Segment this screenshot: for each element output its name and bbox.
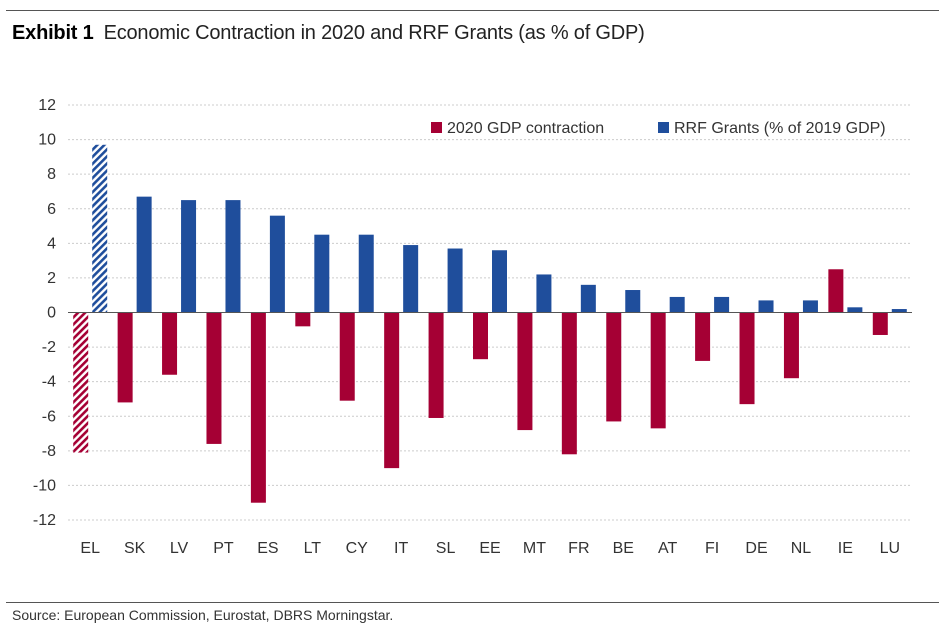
- x-tick-label-at: AT: [658, 540, 677, 557]
- x-tick-label-sl: SL: [436, 540, 456, 557]
- bar-contraction-sl: [428, 312, 444, 418]
- bar-contraction-lu: [872, 312, 888, 335]
- y-tick-label: -12: [33, 512, 56, 529]
- x-tick-label-be: BE: [613, 540, 634, 557]
- x-axis-ticks: EL SK LV PT ES LT CY IT SL EE MT FR BE AT FI DE NL IE LU: [80, 540, 900, 557]
- bar-contraction-nl: [783, 312, 799, 379]
- x-tick-label-el: EL: [80, 540, 100, 557]
- bar-contraction-it: [384, 312, 400, 469]
- bar-contraction-ie: [828, 269, 844, 313]
- y-tick-label: -4: [42, 374, 56, 391]
- x-tick-label-fr: FR: [568, 540, 589, 557]
- bar-contraction-fr: [561, 312, 577, 455]
- y-tick-label: -6: [42, 408, 56, 425]
- bar-contraction-lv: [162, 312, 178, 375]
- bar-grants-lv: [181, 200, 197, 313]
- y-tick-label: -8: [42, 443, 56, 460]
- x-tick-label-lt: LT: [304, 540, 322, 557]
- bar-grants-pt: [225, 200, 241, 313]
- y-axis-ticks: 12 10 8 6 4 2 0 -2 -4 -6 -8 -10 -12: [33, 97, 56, 529]
- bar-grants-be: [625, 290, 641, 313]
- bar-grants-de: [758, 300, 774, 313]
- legend-label-grants: RRF Grants (% of 2019 GDP): [674, 120, 886, 137]
- bar-contraction-at: [650, 312, 666, 429]
- x-tick-label-sk: SK: [124, 540, 146, 557]
- x-tick-label-lu: LU: [880, 540, 900, 557]
- bar-grants-fr: [580, 284, 596, 313]
- bar-contraction-es: [250, 312, 266, 503]
- bar-contraction-fi: [695, 312, 711, 361]
- y-tick-label: -10: [33, 477, 56, 494]
- bar-contraction-be: [606, 312, 622, 422]
- bar-grants-es: [269, 215, 285, 313]
- bars: [68, 144, 912, 503]
- y-tick-label: 2: [47, 270, 56, 287]
- x-tick-label-ie: IE: [838, 540, 853, 557]
- y-tick-label: 12: [38, 97, 56, 114]
- bar-contraction-ee: [473, 312, 488, 360]
- x-tick-label-de: DE: [745, 540, 767, 557]
- bar-grants-nl: [802, 300, 818, 313]
- legend-label-contraction: 2020 GDP contraction: [447, 120, 604, 137]
- bar-grants-at: [669, 296, 685, 313]
- legend: 2020 GDP contraction RRF Grants (% of 20…: [431, 120, 886, 137]
- x-tick-label-fi: FI: [705, 540, 719, 557]
- bar-grants-sl: [447, 248, 463, 313]
- y-tick-label: 6: [47, 201, 56, 218]
- bar-grants-ie: [847, 307, 863, 313]
- y-tick-label: 8: [47, 166, 56, 183]
- bar-grants-sk: [136, 196, 152, 313]
- x-tick-label-mt: MT: [523, 540, 546, 557]
- top-rule: [6, 10, 939, 11]
- bar-grants-it: [403, 245, 419, 313]
- source-note: Source: European Commission, Eurostat, D…: [12, 607, 394, 623]
- bar-contraction-pt: [206, 312, 222, 444]
- bar-chart: 12 10 8 6 4 2 0 -2 -4 -6 -8 -10 -12 EL SK LV PT ES LT CY IT…: [33, 97, 912, 557]
- bar-contraction-mt: [517, 312, 533, 431]
- bar-grants-lu: [891, 309, 907, 313]
- y-tick-label: 0: [47, 305, 56, 322]
- bar-grants-cy: [358, 234, 374, 313]
- bar-grants-mt: [536, 274, 552, 313]
- y-tick-label: -2: [42, 339, 56, 356]
- bar-contraction-cy: [339, 312, 355, 401]
- legend-swatch-grants: [658, 122, 669, 133]
- bottom-rule: [6, 602, 939, 603]
- y-tick-label: 4: [47, 235, 56, 252]
- x-tick-label-cy: CY: [346, 540, 369, 557]
- exhibit-title: Exhibit 1 Economic Contraction in 2020 an…: [12, 22, 645, 45]
- x-tick-label-lv: LV: [170, 540, 189, 557]
- bar-grants-lt: [314, 234, 330, 313]
- x-tick-label-it: IT: [394, 540, 408, 557]
- legend-swatch-contraction: [431, 122, 442, 133]
- x-tick-label-nl: NL: [791, 540, 812, 557]
- exhibit-label: Exhibit 1: [12, 22, 94, 44]
- bar-grants-fi: [714, 296, 730, 313]
- x-tick-label-ee: EE: [479, 540, 500, 557]
- bar-grants-el: [92, 144, 108, 313]
- bar-contraction-sk: [117, 312, 133, 403]
- bar-contraction-de: [739, 312, 755, 405]
- x-tick-label-pt: PT: [213, 540, 234, 557]
- chart-title: Economic Contraction in 2020 and RRF Gra…: [103, 22, 645, 44]
- bar-contraction-lt: [295, 312, 311, 327]
- bar-contraction-el: [73, 312, 89, 453]
- x-tick-label-es: ES: [257, 540, 278, 557]
- y-tick-label: 10: [38, 132, 56, 149]
- bar-grants-ee: [492, 250, 507, 313]
